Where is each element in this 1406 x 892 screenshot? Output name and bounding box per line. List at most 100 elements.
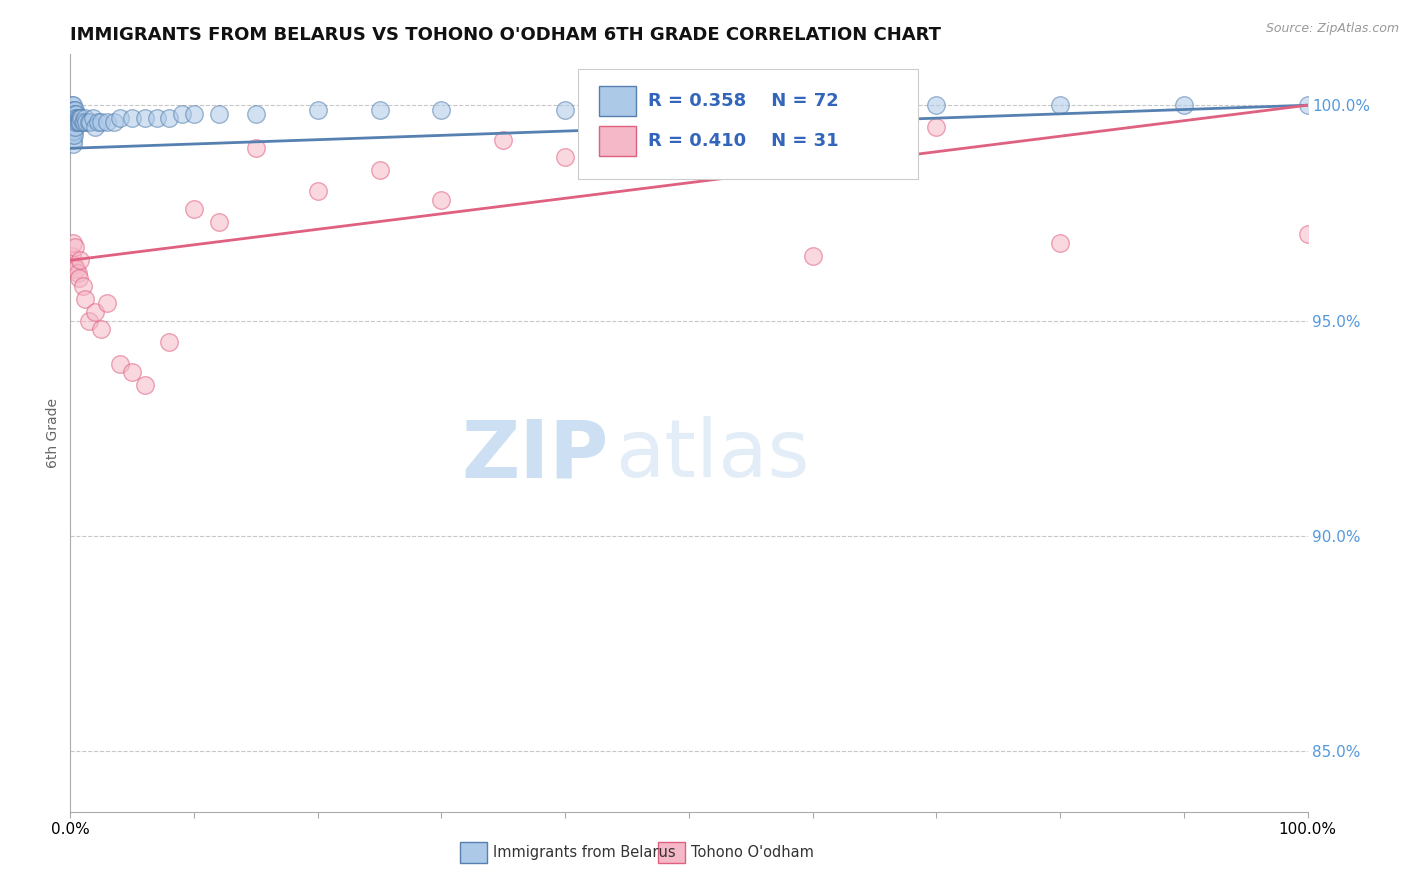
- Point: [62, 98, 84, 112]
- Point: [801, 98, 824, 112]
- Point: [1173, 98, 1195, 112]
- Point: [65, 103, 87, 117]
- Text: R = 0.358    N = 72: R = 0.358 N = 72: [648, 92, 839, 111]
- Point: [60, 115, 83, 129]
- Point: [62, 128, 84, 143]
- Point: [65, 111, 87, 125]
- Point: [1049, 236, 1071, 251]
- Point: [65, 107, 87, 121]
- Point: [63, 128, 86, 143]
- Point: [678, 98, 700, 112]
- Point: [108, 111, 131, 125]
- Point: [60, 103, 83, 117]
- Text: Immigrants from Belarus: Immigrants from Belarus: [494, 845, 676, 860]
- Point: [183, 107, 205, 121]
- Point: [72, 115, 94, 129]
- Point: [66, 111, 89, 125]
- Point: [1049, 98, 1071, 112]
- Bar: [599, 87, 636, 117]
- Point: [65, 240, 87, 254]
- Point: [65, 115, 87, 129]
- Point: [925, 98, 948, 112]
- Point: [62, 111, 84, 125]
- Point: [430, 193, 453, 207]
- Bar: [460, 842, 488, 863]
- Point: [245, 107, 267, 121]
- Point: [62, 107, 84, 121]
- Bar: [658, 842, 685, 863]
- Point: [60, 120, 83, 134]
- Point: [157, 335, 180, 350]
- Point: [62, 103, 84, 117]
- Point: [86, 115, 108, 129]
- Point: [62, 136, 84, 151]
- Point: [121, 111, 143, 125]
- Point: [73, 115, 96, 129]
- Point: [75, 115, 97, 129]
- Point: [63, 124, 86, 138]
- Point: [60, 249, 83, 263]
- Text: Source: ZipAtlas.com: Source: ZipAtlas.com: [1265, 22, 1399, 36]
- Point: [82, 111, 104, 125]
- Point: [1296, 98, 1319, 112]
- Point: [245, 141, 267, 155]
- Point: [79, 115, 101, 129]
- Point: [121, 365, 143, 379]
- Point: [67, 115, 90, 129]
- Point: [307, 103, 329, 117]
- Point: [72, 279, 94, 293]
- Y-axis label: 6th Grade: 6th Grade: [46, 398, 60, 467]
- Point: [69, 111, 91, 125]
- Point: [66, 115, 89, 129]
- Point: [1296, 227, 1319, 242]
- Point: [134, 111, 156, 125]
- Point: [67, 270, 90, 285]
- Point: [65, 107, 87, 121]
- Point: [678, 136, 700, 151]
- Text: R = 0.410    N = 31: R = 0.410 N = 31: [648, 132, 839, 150]
- Point: [925, 120, 948, 134]
- Point: [65, 111, 87, 125]
- Point: [77, 115, 100, 129]
- Point: [62, 115, 84, 129]
- Point: [69, 253, 91, 268]
- Point: [96, 115, 118, 129]
- Point: [60, 107, 83, 121]
- Point: [75, 292, 97, 306]
- Point: [63, 120, 86, 134]
- Point: [65, 115, 87, 129]
- Point: [60, 98, 83, 112]
- Point: [60, 128, 83, 143]
- Point: [62, 120, 84, 134]
- Point: [75, 111, 97, 125]
- Point: [108, 357, 131, 371]
- Point: [96, 296, 118, 310]
- Point: [66, 266, 89, 280]
- Point: [62, 124, 84, 138]
- Point: [65, 120, 87, 134]
- Point: [60, 124, 83, 138]
- Point: [170, 107, 193, 121]
- Point: [492, 133, 515, 147]
- Point: [63, 107, 86, 121]
- Point: [70, 111, 93, 125]
- Point: [63, 103, 86, 117]
- Text: Tohono O'odham: Tohono O'odham: [692, 845, 814, 860]
- Point: [740, 103, 762, 117]
- Point: [368, 103, 391, 117]
- Bar: [599, 126, 636, 156]
- Point: [62, 236, 84, 251]
- Point: [62, 133, 84, 147]
- Point: [430, 103, 453, 117]
- Point: [134, 378, 156, 392]
- Point: [368, 162, 391, 177]
- Point: [60, 111, 83, 125]
- Point: [146, 111, 169, 125]
- Point: [84, 305, 107, 319]
- Point: [77, 313, 100, 327]
- Point: [208, 107, 231, 121]
- Point: [801, 249, 824, 263]
- Point: [69, 115, 91, 129]
- Point: [307, 185, 329, 199]
- Point: [63, 258, 86, 272]
